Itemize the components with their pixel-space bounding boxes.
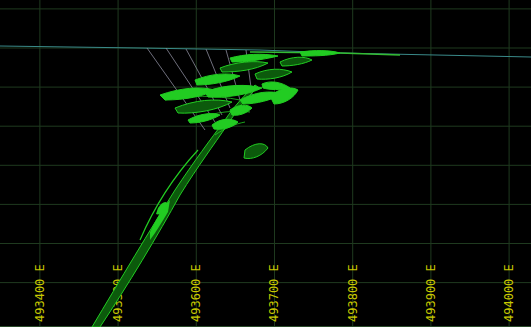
- elevation-line: [0, 165, 531, 166]
- ore-vein: [92, 85, 258, 327]
- ore-lens: [220, 62, 268, 72]
- elevation-line: [0, 243, 531, 244]
- ore-lens: [195, 74, 240, 85]
- tick-label: 494000 E: [502, 264, 516, 322]
- tick-label: 493400 E: [33, 264, 47, 322]
- ore-lens: [230, 105, 252, 115]
- ore-lens: [175, 100, 232, 113]
- ore-lens: [255, 69, 292, 79]
- axis-line: [0, 326, 531, 327]
- elevation-line: [0, 204, 531, 205]
- ore-lens: [280, 57, 312, 66]
- ore-lens: [300, 51, 340, 56]
- ore-lens: [270, 88, 298, 104]
- elevation-line: [0, 126, 531, 127]
- tick-label: 493700 E: [267, 264, 281, 322]
- ore-lens: [212, 119, 238, 129]
- tick-label: 493600 E: [189, 264, 203, 322]
- ore-lens: [156, 202, 168, 214]
- ore-trace: [165, 96, 250, 135]
- elevation-line: [0, 282, 531, 283]
- tick-label: 493900 E: [424, 264, 438, 322]
- elevation-line: [0, 8, 531, 9]
- ore-vein: [140, 150, 198, 240]
- ore-lens: [230, 54, 278, 62]
- ore-lens: [188, 114, 220, 123]
- ore-lens: [150, 200, 170, 240]
- tick-label: 493800 E: [346, 264, 360, 322]
- ore-lens: [244, 144, 268, 159]
- section-view: 493400 E493500 E493600 E493700 E493800 E…: [0, 0, 531, 327]
- elevation-line: [0, 48, 531, 49]
